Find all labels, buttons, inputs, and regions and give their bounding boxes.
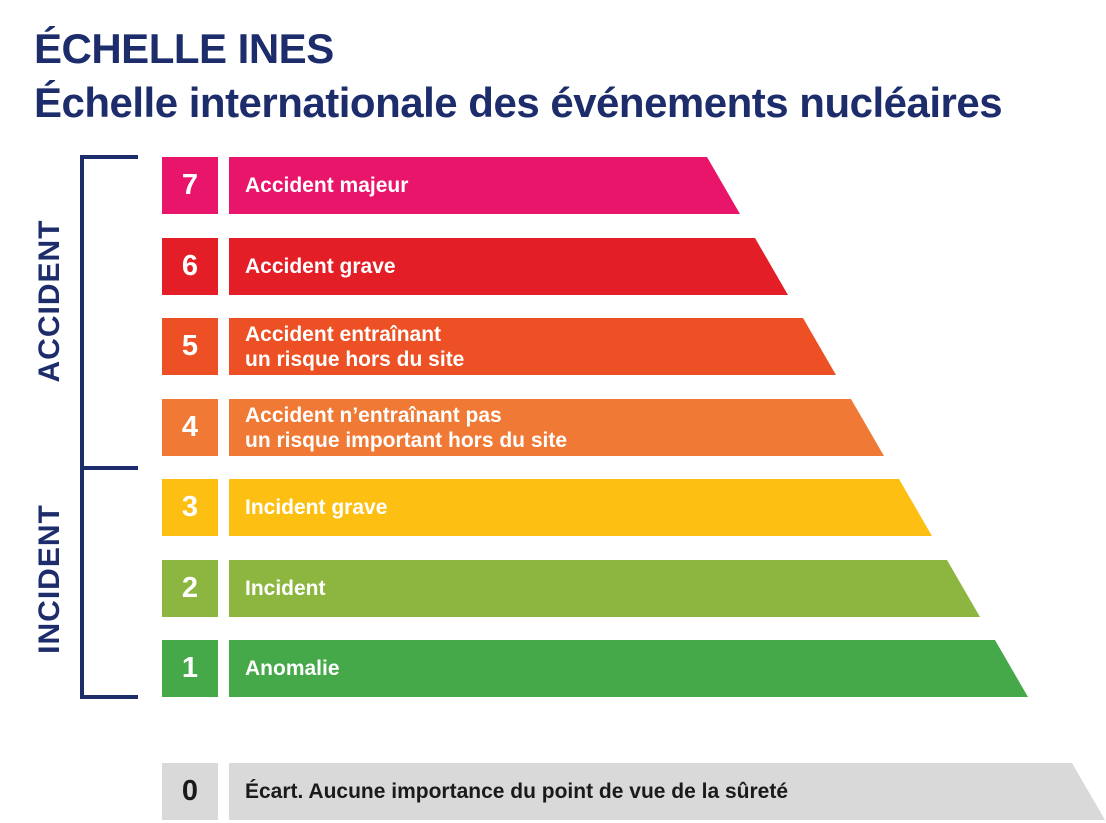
- level-4-label-line-1: Accident n’entraînant pas: [245, 403, 567, 428]
- level-3-row: 3 Incident grave: [0, 479, 1106, 536]
- level-3-label: Incident grave: [245, 495, 387, 520]
- level-3-text: Incident grave: [245, 479, 387, 536]
- level-2-number: 2: [162, 560, 218, 617]
- level-1-row: 1 Anomalie: [0, 640, 1106, 697]
- level-5-label-line-1: Accident entraînant: [245, 322, 464, 347]
- level-4-number: 4: [162, 399, 218, 456]
- level-4-label-line-2: un risque important hors du site: [245, 428, 567, 453]
- level-6-text: Accident grave: [245, 238, 396, 295]
- level-7-number: 7: [162, 157, 218, 214]
- level-0-text: Écart. Aucune importance du point de vue…: [245, 763, 788, 820]
- level-5-text: Accident entraînant un risque hors du si…: [245, 318, 464, 375]
- level-0-number: 0: [162, 763, 218, 820]
- level-2-label: Incident: [245, 576, 326, 601]
- level-4-row: 4 Accident n’entraînant pas un risque im…: [0, 399, 1106, 456]
- level-2-text: Incident: [245, 560, 326, 617]
- title-line-2: Échelle internationale des événements nu…: [34, 82, 1002, 124]
- level-6-label: Accident grave: [245, 254, 396, 279]
- level-5-row: 5 Accident entraînant un risque hors du …: [0, 318, 1106, 375]
- level-7-label: Accident majeur: [245, 173, 408, 198]
- level-6-row: 6 Accident grave: [0, 238, 1106, 295]
- level-1-bar: [229, 640, 1029, 697]
- level-3-number: 3: [162, 479, 218, 536]
- title-line-1: ÉCHELLE INES: [34, 28, 334, 70]
- level-2-row: 2 Incident: [0, 560, 1106, 617]
- level-7-text: Accident majeur: [245, 157, 408, 214]
- level-1-number: 1: [162, 640, 218, 697]
- level-1-text: Anomalie: [245, 640, 340, 697]
- level-7-row: 7 Accident majeur: [0, 157, 1106, 214]
- level-0-row: 0 Écart. Aucune importance du point de v…: [0, 763, 1106, 820]
- level-2-bar: [229, 560, 981, 617]
- level-1-label: Anomalie: [245, 656, 340, 681]
- accident-group-label: ACCIDENT: [35, 181, 65, 421]
- level-4-text: Accident n’entraînant pas un risque impo…: [245, 399, 567, 456]
- level-5-number: 5: [162, 318, 218, 375]
- level-0-label: Écart. Aucune importance du point de vue…: [245, 779, 788, 804]
- level-5-label-line-2: un risque hors du site: [245, 347, 464, 372]
- level-6-number: 6: [162, 238, 218, 295]
